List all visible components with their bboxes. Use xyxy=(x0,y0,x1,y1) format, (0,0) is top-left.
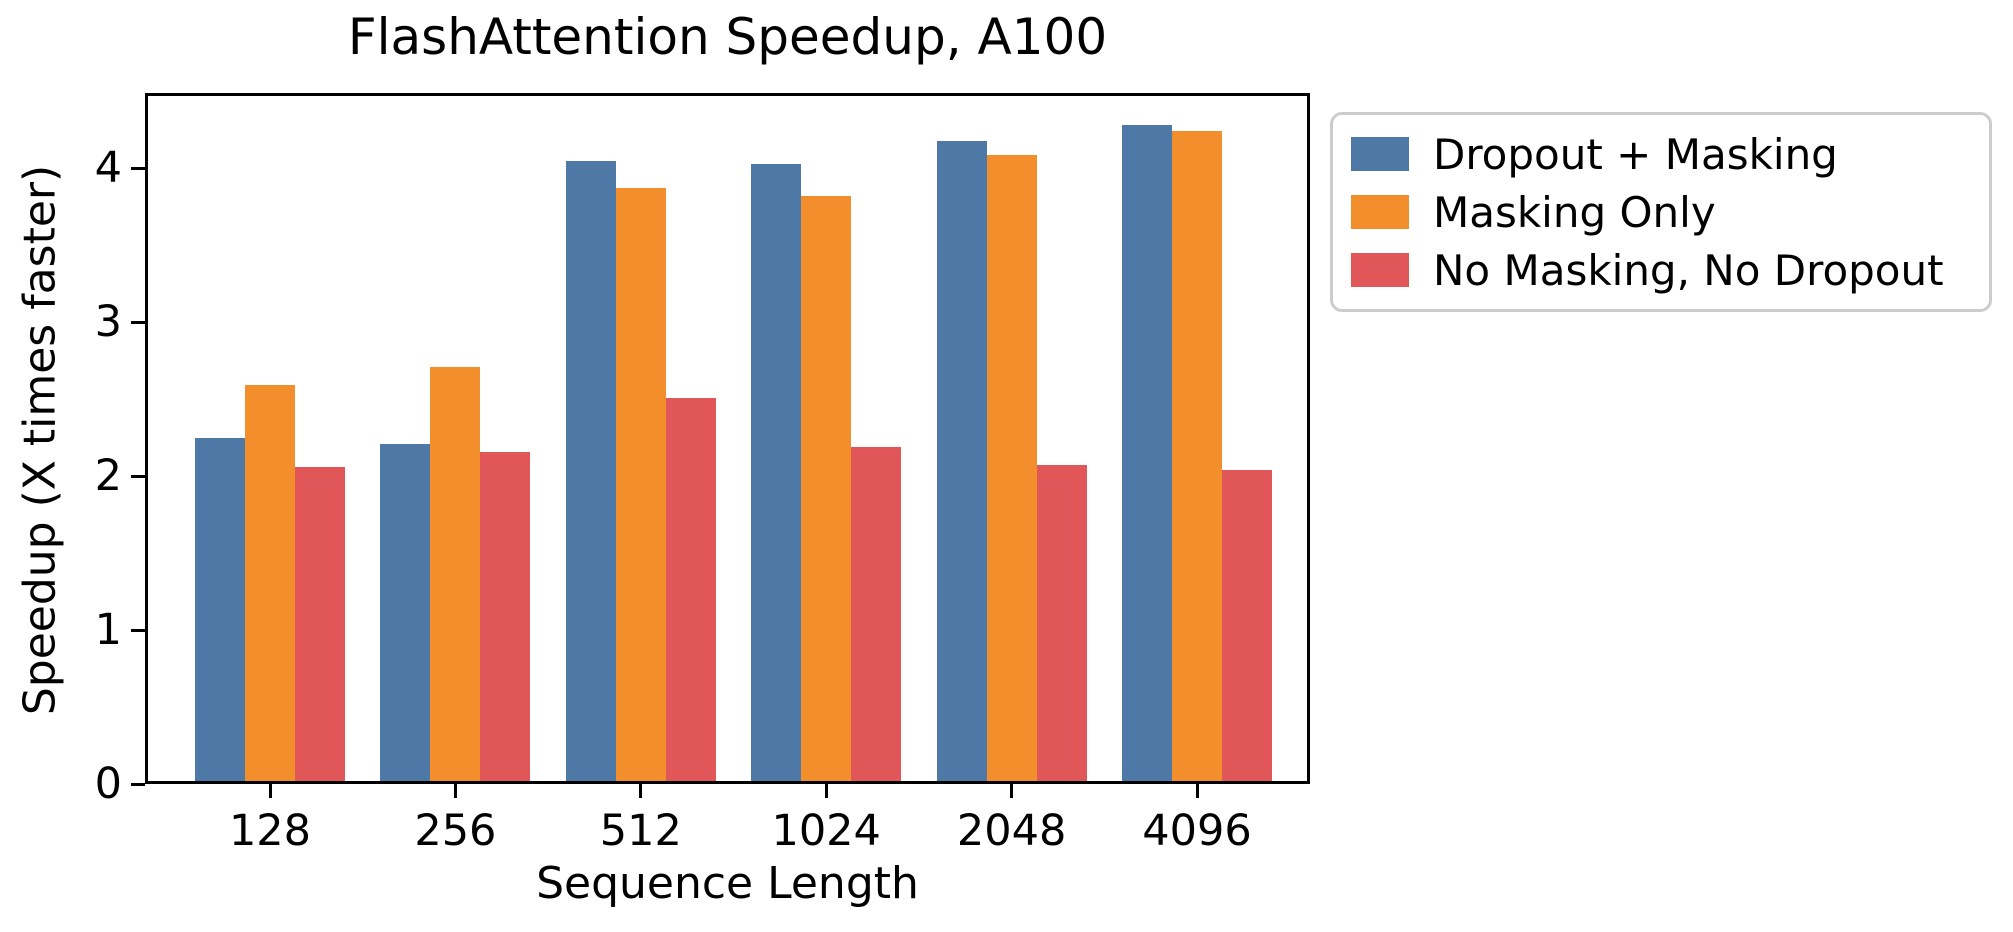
bar xyxy=(380,443,431,784)
x-tick-mark xyxy=(1195,784,1199,798)
x-tick-mark xyxy=(453,784,457,798)
y-tick-mark xyxy=(131,320,145,324)
x-tick-label: 1024 xyxy=(771,806,881,856)
legend-item: Dropout + Masking xyxy=(1351,130,1971,179)
x-tick-mark xyxy=(824,784,828,798)
bar xyxy=(615,188,666,784)
y-tick-mark xyxy=(131,782,145,786)
legend-item: No Masking, No Dropout xyxy=(1351,246,1971,295)
y-tick-mark xyxy=(131,474,145,478)
bar xyxy=(986,154,1037,784)
plot-area xyxy=(145,93,1310,784)
x-tick-label: 256 xyxy=(414,806,497,856)
bar xyxy=(430,366,481,784)
chart-title: FlashAttention Speedup, A100 xyxy=(347,8,1108,66)
bar xyxy=(801,196,852,784)
legend: Dropout + Masking Masking Only No Masking,… xyxy=(1330,112,1992,312)
y-tick-label: 1 xyxy=(94,605,122,656)
x-tick-mark xyxy=(639,784,643,798)
x-tick-label: 4096 xyxy=(1142,806,1252,856)
bar xyxy=(565,160,616,784)
y-tick-label: 2 xyxy=(94,451,122,502)
bar xyxy=(665,397,716,784)
legend-swatch xyxy=(1351,195,1409,229)
y-tick-label: 0 xyxy=(94,759,122,809)
legend-swatch xyxy=(1351,137,1409,171)
bar xyxy=(936,140,987,784)
bar xyxy=(195,437,245,784)
bar xyxy=(480,451,531,784)
y-tick-label: 3 xyxy=(94,297,122,348)
legend-label: No Masking, No Dropout xyxy=(1433,245,1944,295)
bar xyxy=(1122,125,1172,784)
bar xyxy=(851,446,902,784)
legend-swatch xyxy=(1351,253,1409,287)
y-tick-mark xyxy=(131,628,145,632)
x-tick-mark xyxy=(268,784,272,798)
bar xyxy=(1222,470,1272,784)
legend-item: Masking Only xyxy=(1351,188,1971,237)
x-tick-label: 128 xyxy=(228,806,312,856)
y-tick-label: 4 xyxy=(94,143,122,194)
x-tick-label: 2048 xyxy=(956,806,1067,856)
bar xyxy=(1172,131,1222,784)
x-tick-label: 512 xyxy=(599,806,682,856)
bar xyxy=(245,385,295,784)
bar xyxy=(1036,465,1087,784)
bar xyxy=(751,163,802,784)
y-tick-mark xyxy=(131,166,145,170)
bar xyxy=(295,466,345,784)
legend-label: Dropout + Masking xyxy=(1433,129,1838,179)
x-axis-label: Sequence Length xyxy=(536,858,919,909)
x-tick-mark xyxy=(1010,784,1014,798)
legend-label: Masking Only xyxy=(1433,187,1716,237)
